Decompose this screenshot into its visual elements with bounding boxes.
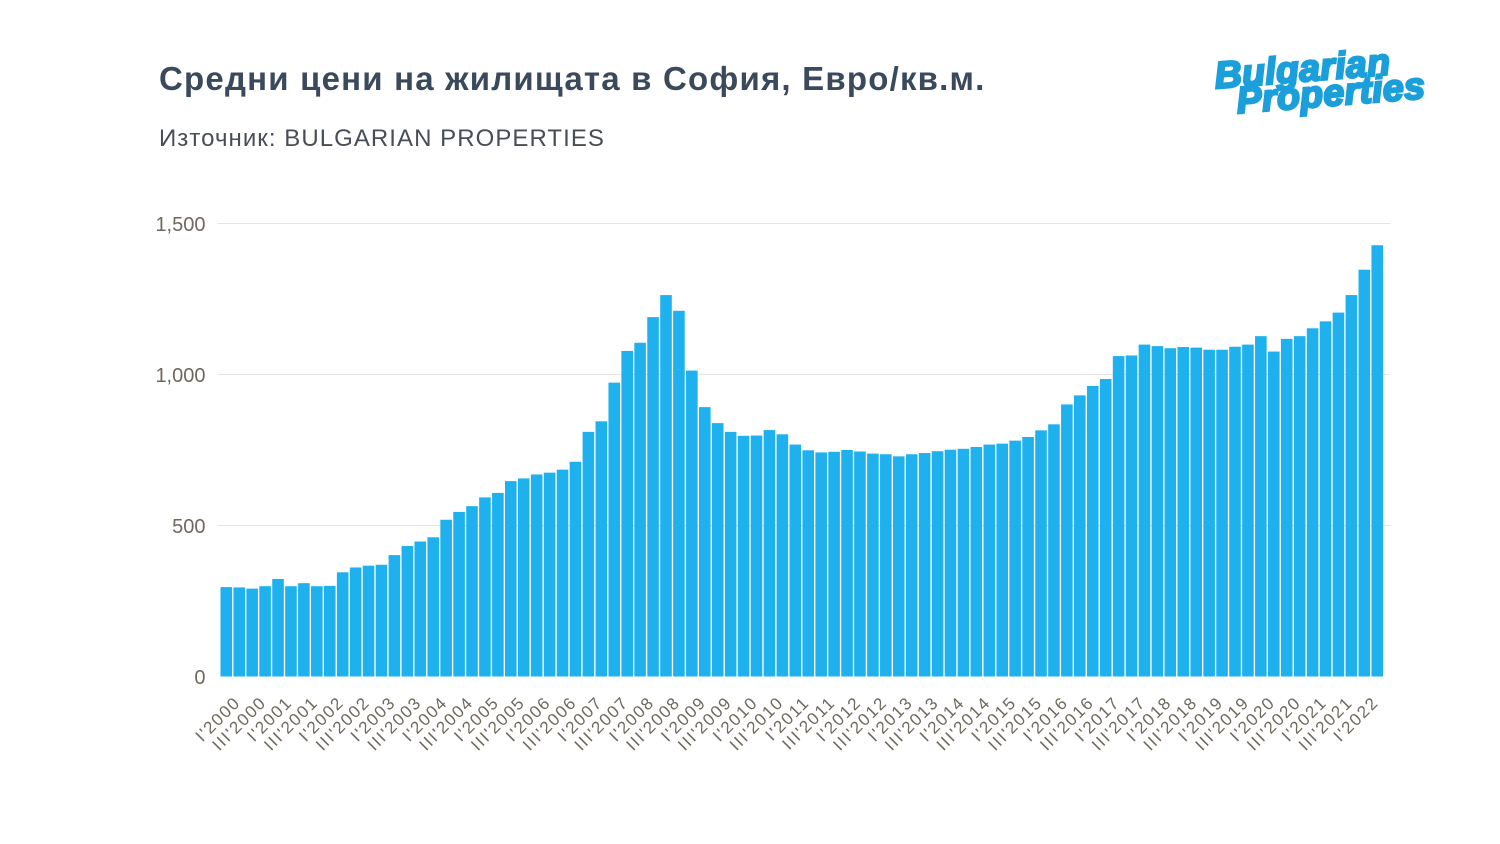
svg-text:1,000: 1,000 bbox=[155, 365, 205, 387]
svg-text:500: 500 bbox=[172, 516, 205, 538]
svg-text:Източник: BULGARIAN PROPERTIES: Източник: BULGARIAN PROPERTIES bbox=[159, 125, 605, 152]
svg-text:Средни цени на жилищата в Софи: Средни цени на жилищата в София, Евро/кв… bbox=[159, 60, 986, 97]
svg-text:1,500: 1,500 bbox=[155, 214, 205, 236]
svg-text:0: 0 bbox=[194, 667, 205, 689]
